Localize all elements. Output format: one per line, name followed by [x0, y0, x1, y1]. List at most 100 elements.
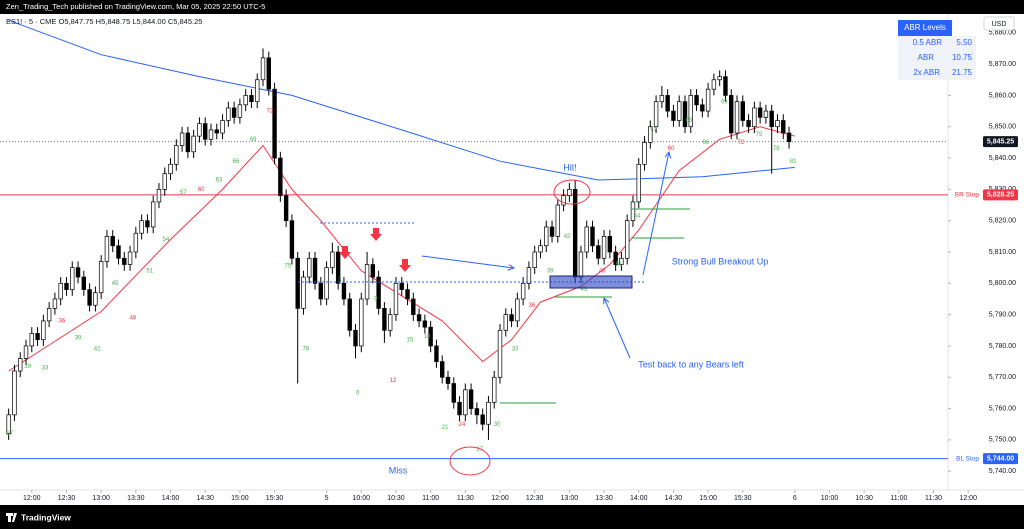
- candle-body: [769, 110, 774, 128]
- currency[interactable]: USD: [992, 21, 1007, 28]
- bar-count-label: 39: [547, 268, 554, 274]
- abr-value: 10.75: [952, 53, 973, 62]
- x-tick-label: 14:30: [196, 495, 214, 502]
- x-tick-label: 12:00: [959, 495, 977, 502]
- candle-body: [255, 79, 260, 103]
- candle-body: [52, 298, 58, 309]
- bar-count-label: 78: [773, 146, 780, 152]
- candle-body: [567, 189, 572, 196]
- candle-body: [636, 163, 641, 203]
- bar-count-label: 57: [180, 190, 187, 196]
- candle-body: [786, 132, 792, 142]
- plot-area: 5,740.00 5,750.00 5,760.00 5,770.00 5,780.00…: [0, 19, 1016, 502]
- x-tick-label: 12:00: [23, 495, 41, 502]
- candle-body: [648, 126, 653, 143]
- candle-body: [312, 257, 318, 284]
- ohlc-high: H5,848.75: [96, 17, 131, 26]
- candle-body: [480, 414, 485, 425]
- candle-body: [740, 101, 745, 121]
- bar-count-label: 27: [476, 447, 483, 453]
- x-tick-label: 10:00: [353, 495, 371, 502]
- candle-body: [590, 226, 595, 247]
- candle-body: [347, 298, 352, 331]
- abr-label: 0.5 ABR: [913, 38, 943, 47]
- candle-body: [682, 101, 688, 128]
- y-tick-label: 5,880.00: [989, 30, 1016, 37]
- candle-body: [139, 220, 144, 234]
- candle-body: [174, 145, 179, 165]
- candle-body: [463, 389, 468, 416]
- down-arrow: [399, 259, 411, 272]
- bar-count-label: 63: [216, 178, 223, 184]
- y-tick-label: 5,870.00: [989, 61, 1016, 68]
- legend: ES1! · 5 · CME O5,847.75 H5,848.75 L5,84…: [6, 17, 202, 26]
- candle-body: [700, 104, 705, 112]
- candle-body: [231, 107, 237, 118]
- bar-count-label: 39: [75, 336, 82, 342]
- candle-body: [677, 101, 682, 121]
- bar-count-label: 27: [6, 431, 13, 437]
- bar-count-label: 69: [721, 99, 728, 105]
- candle-body: [110, 235, 115, 247]
- bar-count-label: 18: [424, 334, 431, 340]
- bar-count-label: 9: [374, 297, 378, 303]
- candle-body: [642, 142, 647, 165]
- x-tick-label: 14:00: [630, 495, 648, 502]
- candle-body: [376, 276, 381, 309]
- candle-body: [705, 88, 711, 112]
- legend-symbol: ES1! · 5 · CME O5,847.75 H5,848.75 L5,84…: [6, 17, 202, 26]
- y-tick-label: 5,750.00: [989, 437, 1016, 444]
- candle-body: [428, 326, 433, 347]
- x-tick-label: 13:00: [92, 495, 110, 502]
- bar-count-label: 54: [163, 237, 170, 243]
- y-tick-label: 5,740.00: [989, 468, 1016, 475]
- currency-box[interactable]: [983, 16, 1015, 31]
- candle-body: [763, 110, 769, 118]
- header-bar: [0, 0, 1024, 14]
- bar-count-label: 75: [285, 264, 292, 270]
- candle-body: [723, 76, 728, 96]
- x-tick-label: 11:00: [890, 495, 907, 502]
- x-tick-label: 10:00: [821, 495, 839, 502]
- x-tick-label: 5: [325, 495, 329, 502]
- candle-body: [208, 129, 214, 140]
- candle-body: [613, 251, 618, 265]
- candle-body: [266, 57, 271, 90]
- abr-label: ABR: [918, 53, 935, 62]
- candle-body: [757, 107, 763, 118]
- x-tick-label: 15:00: [699, 495, 717, 502]
- candle-body: [624, 220, 630, 259]
- candle-body: [191, 135, 196, 153]
- level-name: BR Stop: [955, 192, 980, 199]
- tv-logo: [6, 513, 17, 522]
- bar-count-label: 78: [302, 347, 309, 353]
- bar-count-label: 63: [686, 118, 693, 124]
- candle-body: [359, 298, 364, 347]
- candle-body: [665, 95, 670, 112]
- candle-body: [370, 264, 376, 278]
- x-tick-label: 15:00: [231, 495, 249, 502]
- bar-count-label: 33: [42, 365, 49, 371]
- annotation: Strong Bull Breakout Up: [672, 256, 769, 266]
- bar-count-label: 60: [668, 146, 675, 152]
- candle-body: [630, 201, 636, 222]
- candle-body: [307, 257, 312, 278]
- down-arrow: [339, 246, 351, 259]
- y-tick-label: 5,850.00: [989, 124, 1016, 131]
- candle-body: [422, 320, 428, 328]
- annotation: Test back to any Bears left: [638, 359, 744, 369]
- level-name-bg: [950, 189, 981, 200]
- bar-count-label: 12: [390, 378, 397, 384]
- candle-body: [23, 345, 29, 359]
- candle-body: [46, 308, 52, 322]
- candle-body: [41, 320, 46, 341]
- x-tick-label: 15:30: [266, 495, 284, 502]
- candle-body: [434, 345, 439, 362]
- candle-body: [497, 329, 503, 378]
- symbol: ES1! · 5 · CME: [6, 17, 56, 26]
- candle-body: [451, 383, 456, 403]
- y-tick-label: 5,820.00: [989, 218, 1016, 225]
- abr-header: [898, 20, 952, 36]
- bar-count-label: 45: [580, 287, 587, 293]
